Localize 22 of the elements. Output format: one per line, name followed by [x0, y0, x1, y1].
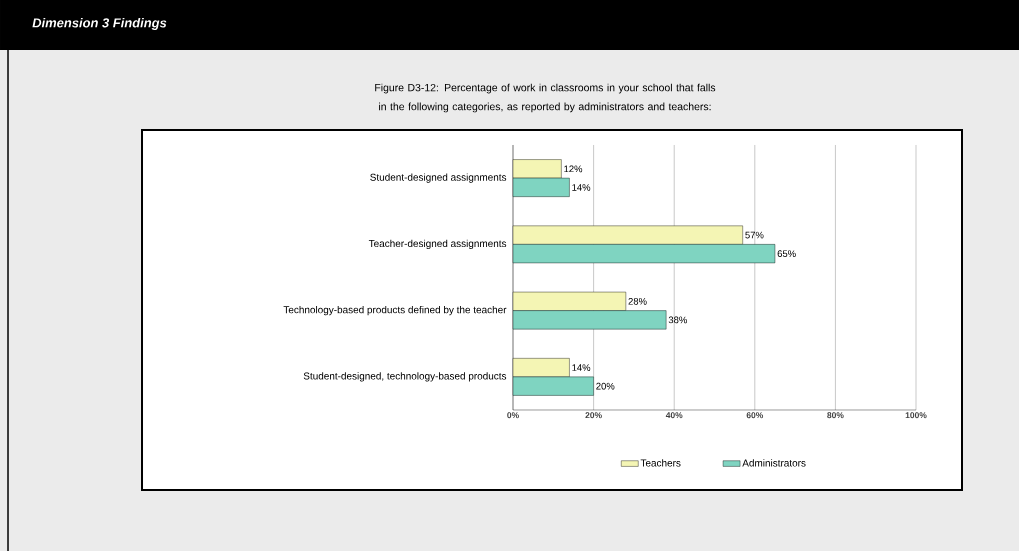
- x-tick-label: 100%: [905, 412, 927, 419]
- data-label: 14%: [572, 364, 591, 371]
- x-tick-label: 40%: [665, 412, 683, 419]
- data-label: 20%: [596, 382, 615, 390]
- x-tick-label: 80%: [827, 412, 844, 419]
- y-tick-label: Student-designed assignments: [370, 173, 507, 183]
- y-tick-label: Technology-based products defined by the teacher: [283, 305, 507, 316]
- data-label: 28%: [628, 297, 647, 305]
- data-label: 14%: [572, 184, 591, 191]
- data-label: 57%: [745, 231, 764, 239]
- x-tick-label: 0%: [507, 412, 519, 419]
- data-label: 65%: [777, 250, 796, 257]
- x-tick-label: 20%: [585, 412, 602, 419]
- x-tick-label: 60%: [746, 412, 764, 419]
- data-label: 38%: [668, 316, 687, 324]
- y-tick-label: Student-designed, technology-based products: [303, 372, 507, 382]
- legend-label: Teachers: [640, 459, 681, 467]
- data-label: 12%: [564, 165, 583, 173]
- chart-subtitle: Figure D3-12: Percentage of work in classrooms in your school that falls in the following categories, as reported by administrators and teachers:: [375, 83, 716, 113]
- legend-label: Administrators: [742, 459, 806, 467]
- text: Dimension 3 Findings: [32, 17, 167, 31]
- y-tick-label: Teacher-designed assignments: [368, 239, 507, 249]
